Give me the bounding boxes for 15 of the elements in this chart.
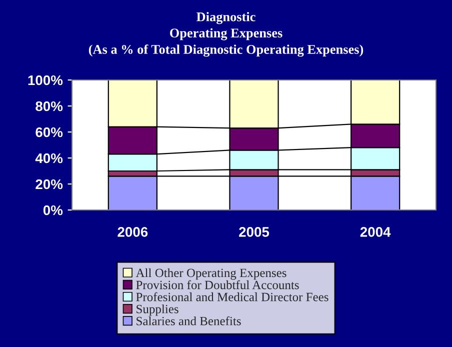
x-tick-label: 2005 xyxy=(239,227,270,237)
y-tick-label: 80% xyxy=(36,101,63,112)
legend-label: Salaries and Benefits xyxy=(136,316,241,326)
y-tick-label: 0% xyxy=(43,205,63,216)
y-tick-label: 40% xyxy=(35,153,63,164)
x-tick-label: 2004 xyxy=(360,227,391,237)
y-tick-label: 100% xyxy=(28,75,63,86)
x-tick-label: 2006 xyxy=(118,227,148,237)
y-tick-label: 20% xyxy=(36,179,63,190)
legend-label: Profesional and Medical Director Fees xyxy=(136,292,328,302)
chart-title: Diagnostic Operating Expenses (As a % of Total Diagnostic Operating Expenses) xyxy=(88,12,364,57)
legend-label: Provision for Doubtful Accounts xyxy=(136,280,299,290)
legend-label: Supplies xyxy=(136,304,178,316)
legend-label: All Other Operating Expenses xyxy=(136,268,286,280)
y-tick-label: 60% xyxy=(36,127,63,138)
